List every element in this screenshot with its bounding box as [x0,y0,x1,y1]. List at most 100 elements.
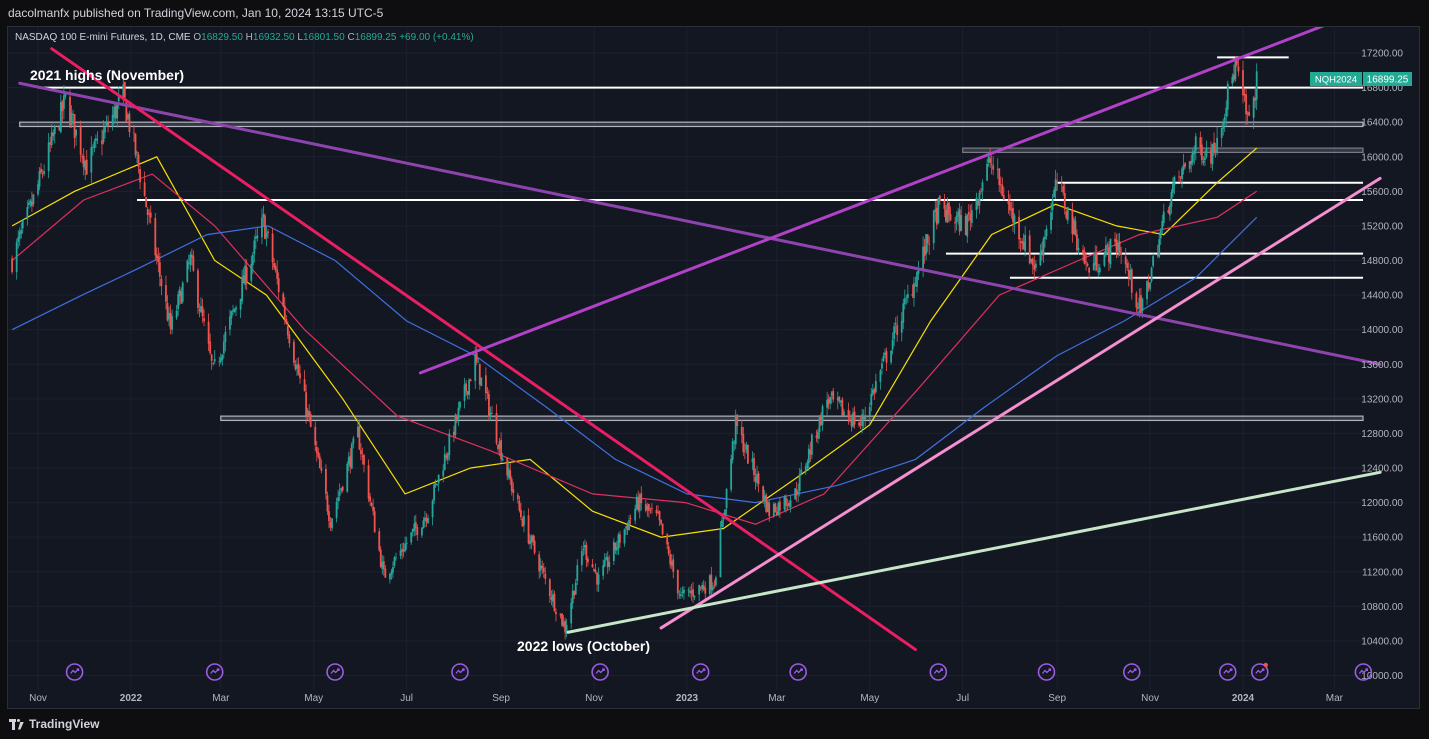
candle [923,238,926,264]
event-marker-icon [1218,663,1237,681]
candle [392,561,394,579]
candle-body [1095,254,1098,271]
candle-body [384,568,387,578]
candle [532,534,535,546]
candle [1205,140,1208,159]
candle [1140,287,1142,315]
candle [999,176,1002,194]
candle [239,298,242,318]
candle-body [1138,297,1141,308]
candle-body [1136,307,1139,310]
candle-body [101,140,103,145]
candle [370,501,373,508]
candle [72,109,74,125]
candle-body [157,256,160,263]
candle [308,404,311,423]
candle-body [587,558,589,563]
candle-body [734,415,737,445]
candle-body [128,113,131,133]
candle-body [331,518,333,529]
candle [628,515,630,531]
candle [352,435,355,449]
candle-body [1034,263,1037,268]
candle-body [1194,136,1197,151]
top-bar: dacolmanfx published on TradingView.com,… [0,0,1429,26]
candle [527,508,530,545]
candle [900,312,903,342]
candle [957,207,960,225]
candle-body [178,289,181,297]
candle [114,102,117,121]
candle-body [105,121,108,125]
candle [113,103,116,124]
x-tick-label: Mar [768,693,786,704]
candle-body [349,455,352,467]
candle [893,322,896,347]
candle-body [107,122,109,127]
candle [701,582,704,593]
candle [434,479,437,488]
candle-body [1053,190,1055,198]
candle-body [253,240,256,254]
candle [820,412,822,426]
candle-body [1062,186,1065,193]
candle-body [399,550,402,556]
candle [914,276,917,287]
candle [778,497,781,519]
price-chart[interactable]: 2021 highs (November) 2022 lows (October)… [8,27,1420,709]
candle [64,93,67,100]
candle-body [401,548,403,552]
candle [810,433,813,460]
candle-body [11,258,14,273]
candle-body [367,465,370,499]
candle [1009,194,1011,216]
candle-body [949,214,952,221]
candle-body [1237,66,1240,72]
candle-body [615,547,618,551]
candle [934,200,937,222]
candle-body [437,474,440,484]
candle [606,551,609,574]
candle-body [82,155,85,168]
candle [768,499,771,522]
candle [766,500,769,513]
candle [210,353,213,370]
candle-body [230,311,233,319]
y-tick-label: 11200.00 [1362,567,1403,578]
candle-body [1010,209,1013,211]
candle [1115,233,1118,259]
candle [615,540,618,555]
candle-body [552,594,554,602]
candle [379,546,382,568]
candle [989,148,992,168]
candle [1108,241,1110,271]
candle-body [585,544,588,560]
candle [655,505,658,517]
candle-body [864,415,867,420]
candle-body [1159,229,1162,239]
candle-body [38,171,41,187]
candle [794,488,797,501]
candle [678,590,681,599]
candle [146,206,149,225]
candle-body [981,182,984,191]
candle [20,222,23,239]
chart-panel[interactable]: 2021 highs (November) 2022 lows (October)… [7,26,1420,709]
tradingview-logo[interactable]: TradingView [9,717,99,731]
event-marker-arrow [1255,668,1265,674]
candle-body [1056,181,1059,184]
x-tick-label: Jul [956,693,969,704]
candle [102,120,105,145]
candle-body [512,489,515,494]
candle [288,330,291,348]
candle-body [15,242,18,272]
candle [213,350,216,365]
candle [463,377,466,409]
candle-body [614,542,617,551]
candle [928,236,931,255]
candle [293,339,295,366]
candle [1162,203,1165,227]
candle-body [539,565,542,571]
candle [969,204,972,231]
candle [218,356,221,367]
